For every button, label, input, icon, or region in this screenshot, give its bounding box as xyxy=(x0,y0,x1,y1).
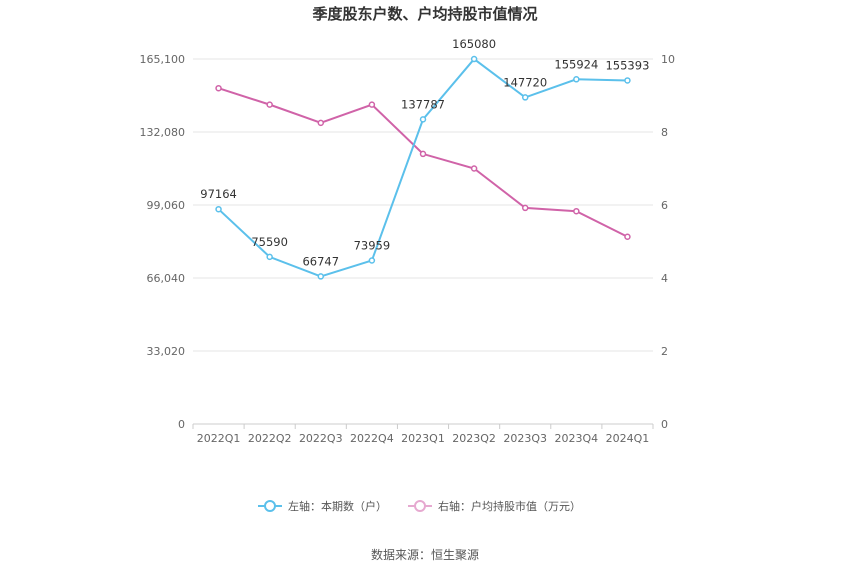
legend-label-avg-value: 右轴：户均持股市值（万元） xyxy=(438,499,581,513)
x-tick-label: 2023Q4 xyxy=(555,432,599,445)
data-label: 155924 xyxy=(554,57,598,71)
data-point[interactable] xyxy=(624,233,631,241)
data-label: 97164 xyxy=(200,187,237,201)
right-tick-label: 10 xyxy=(661,53,675,66)
left-tick-label: 99,060 xyxy=(147,199,186,212)
data-label: 165080 xyxy=(452,37,496,51)
left-tick-label: 0 xyxy=(178,418,185,431)
data-point[interactable] xyxy=(624,77,631,84)
right-tick-label: 4 xyxy=(661,272,668,285)
series-layer: 97164 75590 66747 73959 137787 165080 147720 15… xyxy=(200,37,649,280)
data-point[interactable] xyxy=(573,76,580,83)
data-point[interactable] xyxy=(521,94,529,101)
data-point[interactable] xyxy=(317,119,325,127)
data-point[interactable] xyxy=(266,253,273,261)
data-point[interactable] xyxy=(368,101,376,108)
x-tick-label: 2022Q4 xyxy=(350,432,394,445)
legend-item-households[interactable]: 左轴：本期数（户） xyxy=(258,499,387,513)
data-point[interactable] xyxy=(368,257,376,264)
x-tick-label: 2022Q2 xyxy=(248,432,292,445)
left-axis: 0 33,020 66,040 99,060 132,080 165,100 xyxy=(140,53,186,431)
data-point[interactable] xyxy=(215,205,222,213)
x-tick-label: 2024Q1 xyxy=(606,432,650,445)
right-tick-label: 0 xyxy=(661,418,668,431)
data-point[interactable] xyxy=(419,150,427,158)
data-label: 147720 xyxy=(503,75,547,89)
data-label: 137787 xyxy=(401,97,445,111)
data-point[interactable] xyxy=(419,116,427,123)
x-tick-label: 2022Q3 xyxy=(299,432,343,445)
legend-marker-avg-value xyxy=(414,500,426,512)
grid xyxy=(193,58,653,352)
legend-marker-households xyxy=(264,500,276,512)
data-label: 73959 xyxy=(354,238,391,252)
legend-label-households: 左轴：本期数（户） xyxy=(288,499,387,513)
right-tick-label: 2 xyxy=(661,345,668,358)
right-tick-label: 8 xyxy=(661,126,668,139)
data-label: 75590 xyxy=(251,235,288,249)
right-tick-label: 6 xyxy=(661,199,668,212)
left-tick-label: 66,040 xyxy=(147,272,186,285)
x-tick-label: 2022Q1 xyxy=(197,432,241,445)
data-label: 155393 xyxy=(605,58,649,72)
chart-title: 季度股东户数、户均持股市值情况 xyxy=(312,5,537,23)
right-axis: 0 2 4 6 8 10 xyxy=(661,53,675,431)
data-point[interactable] xyxy=(573,207,580,215)
data-point[interactable] xyxy=(317,273,325,280)
legend-item-avg-value[interactable]: 右轴：户均持股市值（万元） xyxy=(408,499,581,513)
data-point[interactable] xyxy=(266,101,273,108)
x-tick-label: 2023Q1 xyxy=(401,432,445,445)
left-tick-label: 132,080 xyxy=(140,126,186,139)
legend[interactable]: 左轴：本期数（户） 右轴：户均持股市值（万元） xyxy=(258,499,581,513)
left-tick-label: 33,020 xyxy=(147,345,186,358)
source-note: 数据来源：恒生聚源 xyxy=(371,547,479,562)
data-point[interactable] xyxy=(521,204,529,212)
data-point[interactable] xyxy=(470,55,478,63)
x-axis: 2022Q1 2022Q2 2022Q3 2022Q4 2023Q1 2023Q2 2023… xyxy=(192,423,654,445)
x-tick-label: 2023Q3 xyxy=(503,432,547,445)
data-point[interactable] xyxy=(215,84,222,92)
x-tick-label: 2023Q2 xyxy=(452,432,496,445)
left-tick-label: 165,100 xyxy=(140,53,186,66)
data-label: 66747 xyxy=(302,254,339,268)
series-avg-value xyxy=(215,84,631,241)
data-point[interactable] xyxy=(470,165,478,172)
series-households: 97164 75590 66747 73959 137787 165080 147720 15… xyxy=(200,37,649,280)
